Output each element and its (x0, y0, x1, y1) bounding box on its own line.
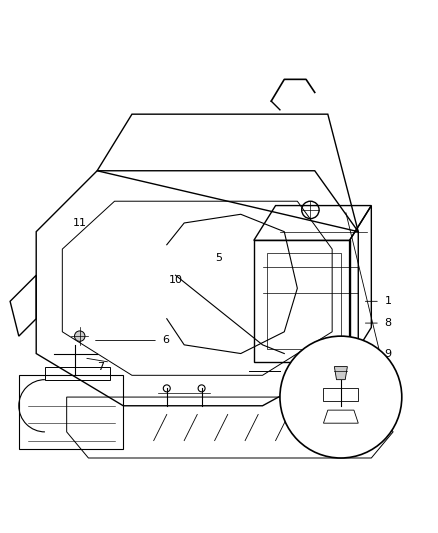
Text: 5: 5 (215, 253, 223, 263)
Text: 8: 8 (385, 318, 392, 328)
Text: 10: 10 (169, 274, 183, 285)
Text: 2: 2 (378, 357, 385, 367)
Text: 11: 11 (73, 218, 87, 228)
Circle shape (280, 336, 402, 458)
Text: 9: 9 (385, 349, 392, 359)
Text: 4: 4 (378, 387, 385, 398)
Text: 7: 7 (97, 361, 104, 372)
Text: 6: 6 (162, 335, 170, 345)
Text: 1: 1 (385, 296, 392, 306)
Text: 3: 3 (378, 414, 385, 424)
Polygon shape (334, 367, 347, 379)
Circle shape (74, 331, 85, 341)
